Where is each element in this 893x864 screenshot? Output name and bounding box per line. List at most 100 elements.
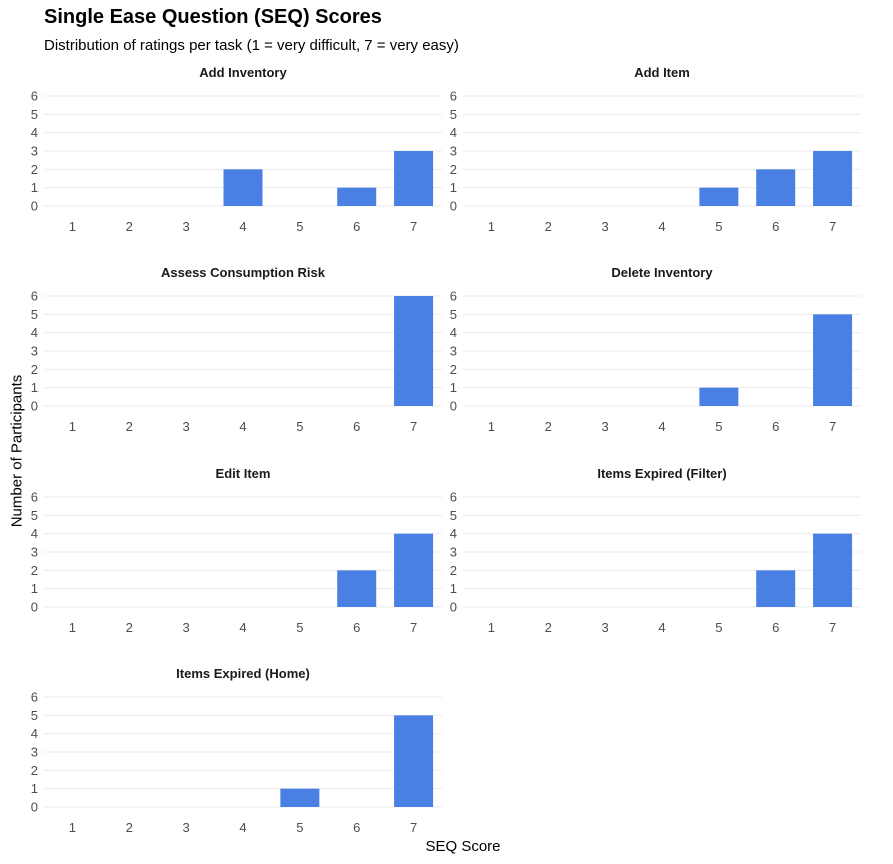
x-tick-label: 5 [296,419,303,434]
facet-panel: Assess Consumption Risk 0 1 2 3 4 5 6 1 2 3 4 5 6 7 [31,265,442,434]
facet-panel: Edit Item 0 1 2 3 4 5 6 1 2 3 4 5 6 7 [31,466,442,635]
x-tick-label: 2 [126,419,133,434]
y-tick-label: 0 [31,399,38,414]
y-tick-label: 1 [31,581,38,596]
x-tick-label: 6 [772,419,779,434]
facet-panel: Delete Inventory 0 1 2 3 4 5 6 1 2 3 4 5 6 7 [450,265,861,434]
facet-title: Items Expired (Home) [176,666,310,681]
y-tick-label: 4 [450,125,457,140]
bar [394,296,434,406]
x-tick-label: 6 [353,419,360,434]
x-tick-label: 3 [602,419,609,434]
x-tick-label: 6 [353,620,360,635]
x-tick-label: 1 [69,620,76,635]
x-tick-label: 5 [715,419,722,434]
y-tick-label: 0 [450,399,457,414]
y-tick-label: 4 [31,526,38,541]
x-tick-label: 1 [69,419,76,434]
x-tick-label: 7 [829,620,836,635]
y-tick-label: 4 [450,526,457,541]
y-tick-label: 4 [31,125,38,140]
x-tick-label: 4 [658,620,665,635]
x-tick-label: 3 [602,620,609,635]
y-tick-label: 2 [31,362,38,377]
y-tick-label: 1 [450,581,457,596]
y-tick-label: 2 [450,362,457,377]
y-tick-label: 6 [31,289,38,304]
y-tick-label: 0 [450,199,457,214]
x-tick-label: 4 [239,219,246,234]
y-tick-label: 0 [31,800,38,815]
facet-title: Items Expired (Filter) [597,466,726,481]
bar [813,533,853,607]
y-tick-label: 3 [450,344,457,359]
x-tick-label: 3 [183,820,190,835]
x-tick-label: 7 [410,219,417,234]
facet-title: Assess Consumption Risk [161,265,326,280]
bar [337,187,377,206]
x-tick-label: 5 [715,620,722,635]
bar [394,151,434,206]
x-tick-label: 4 [239,620,246,635]
x-tick-label: 7 [410,419,417,434]
facet-title: Add Item [634,65,690,80]
y-tick-label: 2 [31,763,38,778]
y-tick-label: 1 [31,380,38,395]
y-tick-label: 3 [31,344,38,359]
y-tick-label: 3 [450,144,457,159]
facet-title: Delete Inventory [611,265,713,280]
y-tick-label: 6 [31,89,38,104]
x-tick-label: 6 [353,820,360,835]
facet-title: Add Inventory [199,65,287,80]
y-tick-label: 0 [31,600,38,615]
bar [223,169,263,206]
y-tick-label: 6 [31,690,38,705]
bar [280,788,320,807]
y-tick-label: 1 [31,781,38,796]
bar [813,151,853,206]
y-tick-label: 5 [31,508,38,523]
y-tick-label: 5 [450,107,457,122]
x-tick-label: 2 [126,620,133,635]
facet-panel: Items Expired (Home) 0 1 2 3 4 5 6 1 2 3 4 5 6 7 [31,666,442,835]
y-tick-label: 2 [450,563,457,578]
bar [337,570,377,607]
x-tick-label: 4 [239,820,246,835]
y-tick-label: 6 [31,490,38,505]
x-tick-label: 4 [658,219,665,234]
x-tick-label: 3 [183,620,190,635]
facet-title: Edit Item [216,466,271,481]
y-tick-label: 6 [450,289,457,304]
x-tick-label: 5 [715,219,722,234]
x-tick-label: 1 [488,419,495,434]
x-tick-label: 4 [239,419,246,434]
chart-title: Single Ease Question (SEQ) Scores [44,6,382,28]
y-tick-label: 3 [31,745,38,760]
y-tick-label: 2 [31,563,38,578]
x-tick-label: 3 [602,219,609,234]
x-tick-label: 7 [410,820,417,835]
x-tick-label: 2 [545,620,552,635]
y-tick-label: 0 [450,600,457,615]
x-tick-label: 1 [69,219,76,234]
y-tick-label: 5 [31,107,38,122]
y-tick-label: 4 [450,325,457,340]
bar [699,387,739,406]
bar [813,314,853,406]
bar [394,715,434,807]
y-tick-label: 2 [450,162,457,177]
x-tick-label: 7 [410,620,417,635]
y-tick-label: 5 [450,508,457,523]
x-tick-label: 2 [545,419,552,434]
bar [756,570,796,607]
y-tick-label: 3 [31,144,38,159]
bar [699,187,739,206]
y-tick-label: 5 [450,307,457,322]
y-tick-label: 5 [31,708,38,723]
y-tick-label: 0 [31,199,38,214]
bar [394,533,434,607]
y-tick-label: 4 [31,325,38,340]
y-tick-label: 6 [450,490,457,505]
y-tick-label: 2 [31,162,38,177]
x-tick-label: 6 [353,219,360,234]
